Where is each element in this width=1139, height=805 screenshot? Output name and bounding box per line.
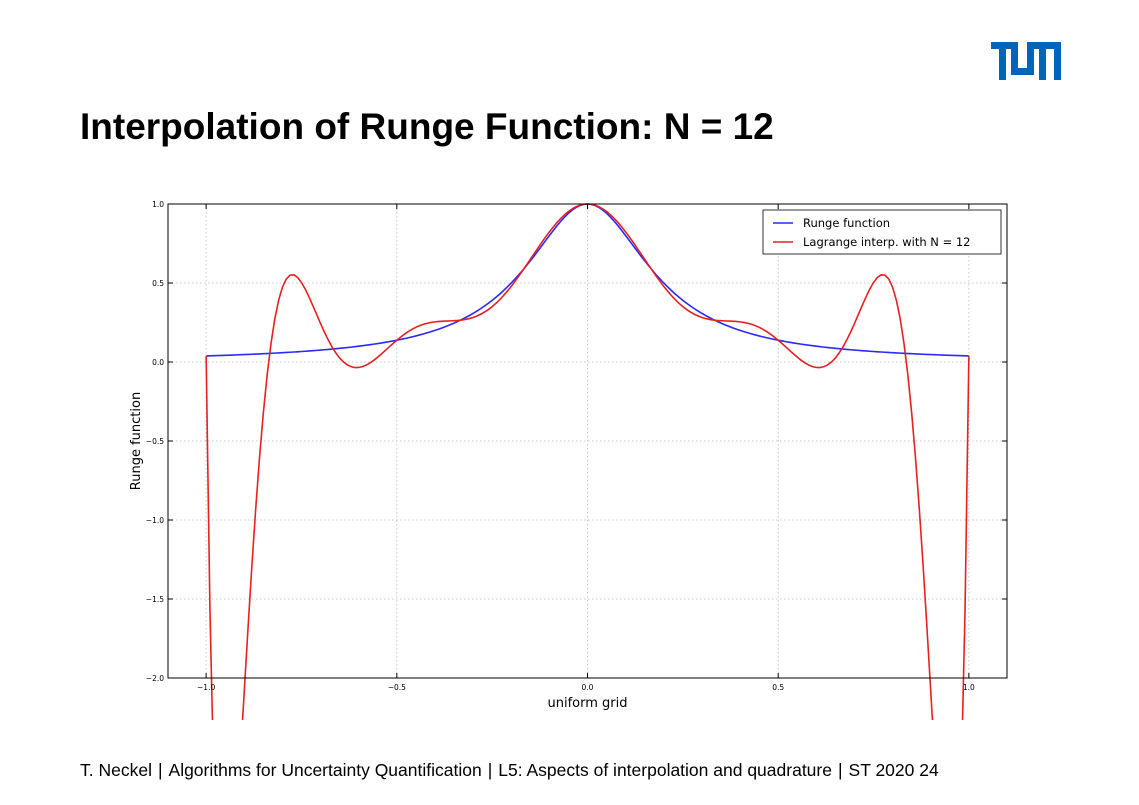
y-tick-label: −2.0 bbox=[146, 674, 164, 683]
footer-page-number: 24 bbox=[919, 760, 939, 780]
logo-bar bbox=[1011, 42, 1018, 75]
y-tick-label: 0.0 bbox=[152, 358, 164, 367]
footer-course: Algorithms for Uncertainty Quantificatio… bbox=[168, 760, 482, 780]
y-tick-label: 1.0 bbox=[152, 200, 164, 209]
grid bbox=[168, 203, 1007, 679]
y-axis-label: Runge function bbox=[129, 392, 144, 490]
ticks: −1.0 −0.5 0.0 0.5 1.0 −2.0 −1.5 −1.0 −0.5 0.0 0.5 1… bbox=[146, 200, 1007, 692]
y-tick-label: −1.5 bbox=[146, 595, 164, 604]
legend-label: Runge function bbox=[803, 216, 890, 230]
logo-bar bbox=[1054, 42, 1061, 80]
x-tick-label: −1.0 bbox=[197, 683, 215, 692]
tum-logo bbox=[991, 42, 1061, 85]
chart-container: −1.0 −0.5 0.0 0.5 1.0 −2.0 −1.5 −1.0 −0.5 0.0 0.5 1… bbox=[110, 190, 1020, 805]
footer-separator: | bbox=[157, 760, 163, 780]
legend-box bbox=[762, 209, 1002, 255]
y-tick-label: −0.5 bbox=[146, 437, 164, 446]
runge-interpolation-chart: −1.0 −0.5 0.0 0.5 1.0 −2.0 −1.5 −1.0 −0.5 0.0 0.5 1… bbox=[129, 200, 1008, 805]
tum-logo-mark bbox=[991, 42, 1061, 80]
x-tick-label: 0.5 bbox=[772, 683, 784, 692]
footer-lecture: L5: Aspects of interpolation and quadrat… bbox=[498, 760, 832, 780]
y-tick-label: 0.5 bbox=[152, 279, 164, 288]
x-tick-label: 1.0 bbox=[963, 683, 975, 692]
logo-bar bbox=[999, 42, 1006, 80]
footer-term: ST 2020 bbox=[848, 760, 915, 780]
footer: T. Neckel | Algorithms for Uncertainty Qua… bbox=[80, 760, 939, 781]
footer-author: T. Neckel bbox=[80, 760, 152, 780]
legend-label: Lagrange interp. with N = 12 bbox=[803, 235, 971, 249]
logo-bar bbox=[1011, 68, 1034, 75]
logo-bar bbox=[1027, 42, 1034, 75]
footer-separator: | bbox=[487, 760, 493, 780]
x-tick-label: 0.0 bbox=[582, 683, 594, 692]
slide-title: Interpolation of Runge Function: N = 12 bbox=[80, 106, 774, 147]
x-axis-label: uniform grid bbox=[548, 696, 628, 711]
footer-separator: | bbox=[837, 760, 843, 780]
x-tick-label: −0.5 bbox=[388, 683, 406, 692]
legend: Runge function Lagrange interp. with N = … bbox=[762, 209, 1002, 255]
y-tick-label: −1.0 bbox=[146, 516, 164, 525]
logo-bar bbox=[1039, 42, 1046, 80]
